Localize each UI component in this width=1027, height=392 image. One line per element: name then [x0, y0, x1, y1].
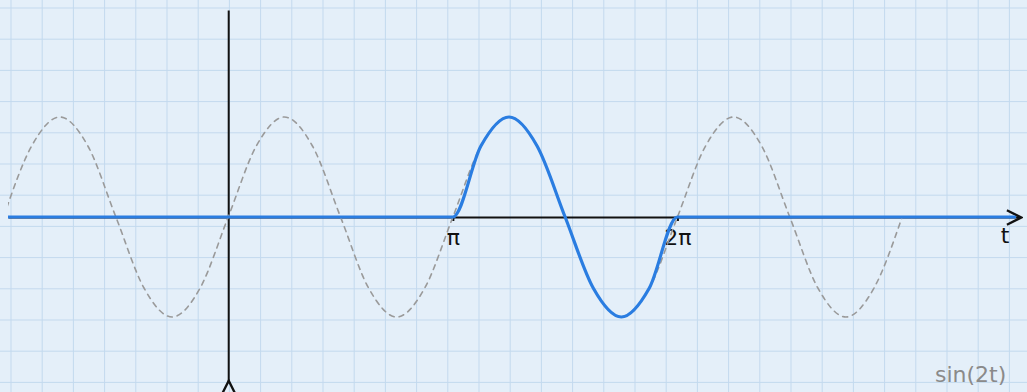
paper-line — [0, 257, 1027, 258]
paper-line — [479, 0, 480, 392]
paper-line — [167, 0, 168, 392]
paper-line — [978, 0, 979, 392]
paper-line — [853, 0, 854, 392]
chart: π2πt sin(2t) — [0, 0, 1027, 392]
paper — [0, 0, 1027, 392]
paper-line — [697, 0, 698, 392]
paper-line — [0, 132, 1027, 133]
paper-line — [0, 195, 1027, 196]
y-axis-line — [228, 11, 230, 383]
paper-line — [0, 8, 1027, 9]
plot-area — [8, 117, 1015, 317]
paper-line — [0, 164, 1027, 165]
paper-line — [666, 0, 667, 392]
paper-line — [0, 39, 1027, 40]
paper-line — [447, 0, 448, 392]
x-axis-label: t — [1001, 223, 1010, 248]
paper-line — [603, 0, 604, 392]
paper-line — [541, 0, 542, 392]
paper-line — [1009, 0, 1010, 392]
paper-line — [73, 0, 74, 392]
paper-line — [947, 0, 948, 392]
graph-paper — [0, 0, 1027, 392]
paper-line — [198, 0, 199, 392]
paper-line — [759, 0, 760, 392]
paper-line — [385, 0, 386, 392]
paper-line — [822, 0, 823, 392]
y-axis — [228, 11, 229, 383]
paper-line — [0, 226, 1027, 227]
paper-line — [0, 382, 1027, 383]
paper-line — [323, 0, 324, 392]
x-axis: π2π — [9, 217, 1020, 250]
paper-line — [915, 0, 916, 392]
paper-line — [791, 0, 792, 392]
paper-line — [291, 0, 292, 392]
paper-line — [354, 0, 355, 392]
solid-curve — [8, 117, 1015, 317]
x-tick: π — [447, 217, 460, 250]
paper-line — [635, 0, 636, 392]
paper-line — [572, 0, 573, 392]
paper-line — [42, 0, 43, 392]
paper-line — [510, 0, 511, 392]
paper-line — [260, 0, 261, 392]
paper-line — [104, 0, 105, 392]
paper-line — [0, 101, 1027, 102]
paper-line — [229, 0, 230, 392]
paper-line — [0, 70, 1027, 71]
paper-line — [728, 0, 729, 392]
paper-line — [416, 0, 417, 392]
paper-line — [0, 351, 1027, 352]
annotation: sin(2t) — [935, 362, 1006, 387]
paper-line — [884, 0, 885, 392]
paper-line — [135, 0, 136, 392]
paper-line — [0, 320, 1027, 321]
